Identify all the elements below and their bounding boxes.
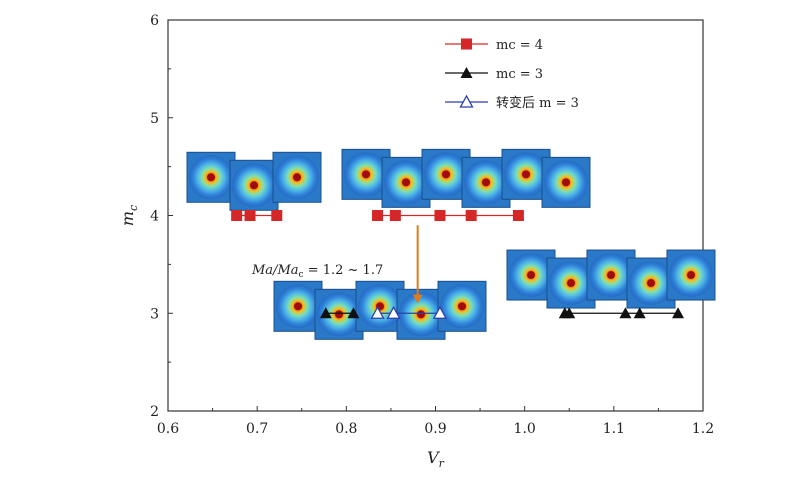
- mode-image-core: [335, 310, 343, 319]
- x-tick-label: 1.1: [603, 421, 625, 437]
- y-tick-label: 5: [150, 111, 159, 127]
- y-axis-title: mc: [118, 205, 140, 226]
- data-point-mc3: [672, 307, 685, 319]
- x-tick-label: 1.0: [514, 421, 536, 437]
- mode-image-core: [687, 271, 695, 280]
- mode-image-core: [527, 271, 535, 280]
- mode-image-core: [293, 173, 301, 182]
- mode-image-core: [294, 302, 302, 311]
- mode-image-core: [482, 178, 490, 187]
- data-point-mc4: [465, 210, 477, 221]
- x-axis-title: Vr: [427, 448, 445, 470]
- x-tick-label: 0.6: [157, 421, 179, 437]
- mode-image-core: [567, 279, 575, 288]
- mode-image-after: [437, 280, 487, 332]
- annotation-text: Ma/Mac = 1.2 ~ 1.7: [251, 263, 383, 280]
- mode-image-after: [273, 280, 323, 332]
- x-tick-label: 0.9: [424, 421, 446, 437]
- x-tick-label: 0.8: [335, 421, 357, 437]
- mode-image-mc4-right: [541, 156, 591, 208]
- mode-image-core: [522, 170, 530, 179]
- data-point-mc4: [271, 210, 283, 221]
- mode-image-core: [442, 170, 450, 179]
- y-tick-label: 6: [150, 13, 159, 29]
- y-tick-label: 3: [150, 306, 159, 322]
- legend-label: 转变后 m = 3: [496, 95, 579, 111]
- data-point-mc4: [244, 210, 256, 221]
- mode-image-core: [647, 279, 655, 288]
- mode-image-mc4-left: [229, 159, 279, 211]
- data-point-mc3: [319, 307, 332, 319]
- legend-marker: [461, 38, 472, 50]
- mode-image-core: [562, 178, 570, 187]
- x-tick-label: 1.2: [692, 421, 714, 437]
- mode-image-mc4-left: [272, 151, 322, 203]
- y-tick-label: 4: [150, 209, 159, 225]
- mode-image-mc4-left: [186, 151, 236, 203]
- data-point-mc3: [633, 307, 646, 319]
- data-point-mc4: [512, 210, 524, 221]
- data-point-mc4: [389, 210, 401, 221]
- data-point-mc3: [563, 307, 576, 319]
- annotation-arrowhead: [412, 294, 423, 304]
- data-point-mc3: [619, 307, 632, 319]
- y-tick-label: 2: [150, 404, 159, 420]
- legend-label: mc = 3: [496, 67, 543, 82]
- data-point-after: [370, 305, 385, 319]
- legend-marker: [459, 94, 474, 108]
- legend-label: mc = 4: [496, 38, 543, 53]
- data-point-mc4: [434, 210, 446, 221]
- mode-image-core: [458, 302, 466, 311]
- mode-image-core: [250, 181, 258, 190]
- mode-image-core: [207, 173, 215, 182]
- mode-image-core: [417, 310, 425, 319]
- data-point-after: [432, 305, 448, 319]
- mode-image-core: [362, 170, 370, 179]
- mode-image-core: [607, 271, 615, 280]
- legend-marker: [460, 67, 473, 78]
- mode-image-core: [402, 178, 410, 187]
- data-point-mc3: [347, 307, 360, 319]
- mode-image-mc3: [666, 249, 716, 301]
- data-point-after: [386, 305, 401, 319]
- x-tick-label: 0.7: [246, 421, 268, 437]
- data-point-mc4: [231, 210, 243, 221]
- data-point-mc4: [372, 210, 384, 221]
